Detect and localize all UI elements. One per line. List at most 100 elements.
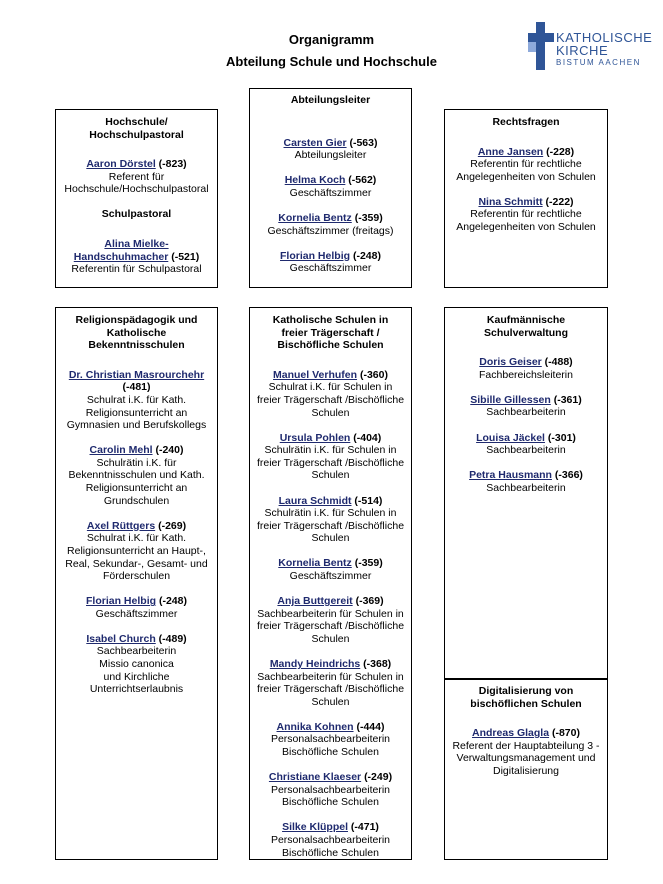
phone-extension: (-489) [158, 632, 187, 645]
person-name-link[interactable]: Anne Jansen [477, 145, 544, 158]
role-line: Sachbearbeiterin [96, 645, 177, 658]
section: Katholische Schulen in freier Trägerscha… [254, 314, 407, 859]
logo-cross [528, 22, 554, 70]
role-line: Geschäftszimmer (freitags) [267, 224, 394, 237]
role-line: Personalsachbearbeiterin [270, 783, 391, 796]
section: Abteilungsleiter Carsten Gier (-563) Abtei… [254, 94, 407, 275]
person-name-link[interactable]: Florian Helbig [280, 249, 351, 262]
person-entry: Christiane Klaeser (-249) Personalsachbea… [254, 771, 407, 809]
person-name-link[interactable]: Manuel Verhufen [273, 368, 358, 381]
section-heading: Rechtsfragen [492, 116, 560, 128]
person-name-link[interactable]: Dr. Christian Masrourchehr [68, 368, 205, 381]
person-entry: Carsten Gier (-563) Abteilungsleiter [254, 137, 407, 162]
role-line: Gymnasien und Berufskollegs [66, 419, 207, 432]
person-name-link[interactable]: Kornelia Bentz [278, 557, 352, 570]
role-line: Schulrätin i.K. für Schulen in [264, 507, 397, 520]
role-line: Fachbereichsleiterin [479, 368, 573, 381]
org-box: Digitalisierung von bischöflichen Schule… [444, 678, 608, 860]
person-name-link[interactable]: Louisa Jäckel [476, 431, 545, 444]
role-line: Schulrat i.K. für Kath. [86, 393, 187, 406]
org-box: Rechtsfragen Anne Jansen (-228) Referentin… [444, 109, 608, 288]
role-line: Referentin für rechtliche [470, 208, 582, 221]
person-entry: Anja Buttgereit (-369) Sachbearbeiterin f… [254, 595, 407, 645]
person-name-link[interactable]: Petra Hausmann [469, 469, 552, 482]
person-name-link[interactable]: Axel Rüttgers [86, 519, 156, 532]
role-line: Schulrätin i.K. für Schulen in [264, 444, 397, 457]
role-line: Bischöfliche Schulen [282, 746, 379, 759]
person-entry: Andreas Glagla (-870) Referent der Haupta… [449, 727, 603, 777]
person-name-link[interactable]: Nina Schmitt [478, 195, 543, 208]
person-name-link[interactable]: Carolin Mehl [89, 444, 153, 457]
section-heading: Hochschule/ Hochschulpastoral [89, 116, 184, 141]
role-line: Religionsunterricht an [85, 482, 188, 495]
person-name-link[interactable]: Aaron Dörstel [86, 158, 156, 171]
person-line: Annika Kohnen (-444) [254, 721, 407, 734]
role-line: freier Trägerschaft /Bischöfliche [256, 393, 405, 406]
role-line: Abteilungsleiter [294, 149, 367, 162]
person-entry: Doris Geiser (-488) Fachbereichsleiterin [449, 356, 603, 381]
person-name-link[interactable]: Helma Koch [284, 174, 346, 187]
title: Organigramm [288, 32, 375, 47]
person-name-link[interactable]: Florian Helbig [86, 595, 157, 608]
phone-extension: (-521) [171, 250, 200, 263]
person-entry: Alina Mielke-Handschuhmacher (-521) Refer… [60, 238, 213, 276]
person-entry: Petra Hausmann (-366) Sachbearbeiterin [449, 469, 603, 494]
person-name-link[interactable]: Kornelia Bentz [278, 211, 352, 224]
person-line: Ursula Pohlen (-404) [254, 432, 407, 445]
phone-extension: (-360) [359, 368, 388, 381]
person-name-link[interactable]: Sibille Gillessen [470, 393, 551, 406]
person-line: Carolin Mehl (-240) [60, 444, 213, 457]
role-line: Referentin für Schulpastoral [71, 263, 202, 276]
role-line: Religionsunterricht an Haupt-, [67, 544, 206, 557]
person-entry: Nina Schmitt (-222) Referentin für rechtl… [449, 196, 603, 234]
org-box: Abteilungsleiter Carsten Gier (-563) Abtei… [249, 88, 412, 288]
phone-extension: (-248) [158, 595, 187, 608]
person-line: Carsten Gier (-563) [254, 137, 407, 150]
person-name-link[interactable]: Annika Kohnen [276, 720, 354, 733]
section-heading: Katholische Schulen in freier Trägerscha… [272, 314, 389, 352]
phone-extension: (-368) [363, 657, 392, 670]
person-line: Alina Mielke-Handschuhmacher (-521) [60, 238, 213, 263]
role-line: freier Trägerschaft /Bischöfliche [256, 620, 405, 633]
role-line: Verwaltungsmanagement und [456, 752, 596, 765]
logo-text: KATHOLISCHE [556, 30, 653, 45]
phone-extension: (-563) [349, 136, 378, 149]
person-name-link[interactable]: Alina Mielke-Handschuhmacher [73, 238, 169, 263]
person-line: Anja Buttgereit (-369) [254, 595, 407, 608]
person-name-link[interactable]: Andreas Glagla [472, 727, 550, 740]
person-name-link[interactable]: Mandy Heindrichs [269, 657, 361, 670]
role-line: Geschäftszimmer [95, 607, 178, 620]
role-line: Sachbearbeiterin für Schulen in [257, 607, 404, 620]
role-line: Angelegenheiten von Schulen [456, 221, 596, 234]
role-line: Bischöfliche Schulen [282, 846, 379, 859]
person-name-link[interactable]: Silke Klüppel [282, 821, 348, 834]
role-line: Schulrat i.K. für Kath. [86, 532, 187, 545]
phone-extension: (-471) [350, 821, 379, 834]
person-line: Louisa Jäckel (-301) [449, 432, 603, 445]
phone-extension: (-404) [353, 431, 382, 444]
phone-extension: (-562) [348, 174, 377, 187]
person-entry: Sibille Gillessen (-361) Sachbearbeiterin [449, 394, 603, 419]
phone-extension: (-488) [544, 356, 573, 369]
person-entry: Aaron Dörstel (-823) Referent für Hochschu… [60, 158, 213, 196]
role-line: Bekenntnisschulen und Kath. [68, 469, 205, 482]
person-name-link[interactable]: Laura Schmidt [278, 494, 352, 507]
person-name-link[interactable]: Isabel Church [86, 632, 156, 645]
person-name-link[interactable]: Anja Buttgereit [277, 595, 353, 608]
person-name-link[interactable]: Carsten Gier [283, 136, 347, 149]
person-name-link[interactable]: Doris Geiser [479, 356, 542, 369]
person-line: Silke Klüppel (-471) [254, 821, 407, 834]
phone-extension: (-301) [547, 431, 576, 444]
phone-extension: (-444) [356, 720, 385, 733]
subtitle: Abteilung Schule und Hochschule [226, 54, 437, 69]
section: Schulpastoral Alina Mielke-Handschuhmache… [60, 208, 213, 275]
person-name-link[interactable]: Christiane Klaeser [268, 771, 362, 784]
role-line: Schulen [311, 532, 350, 545]
role-line: Geschäftszimmer [289, 262, 372, 275]
person-line: Christiane Klaeser (-249) [254, 771, 407, 784]
person-entry: Florian Helbig (-248) Geschäftszimmer [254, 250, 407, 275]
person-name-link[interactable]: Ursula Pohlen [279, 431, 351, 444]
phone-extension: (-481) [122, 381, 151, 394]
role-line: Schulen [311, 469, 350, 482]
